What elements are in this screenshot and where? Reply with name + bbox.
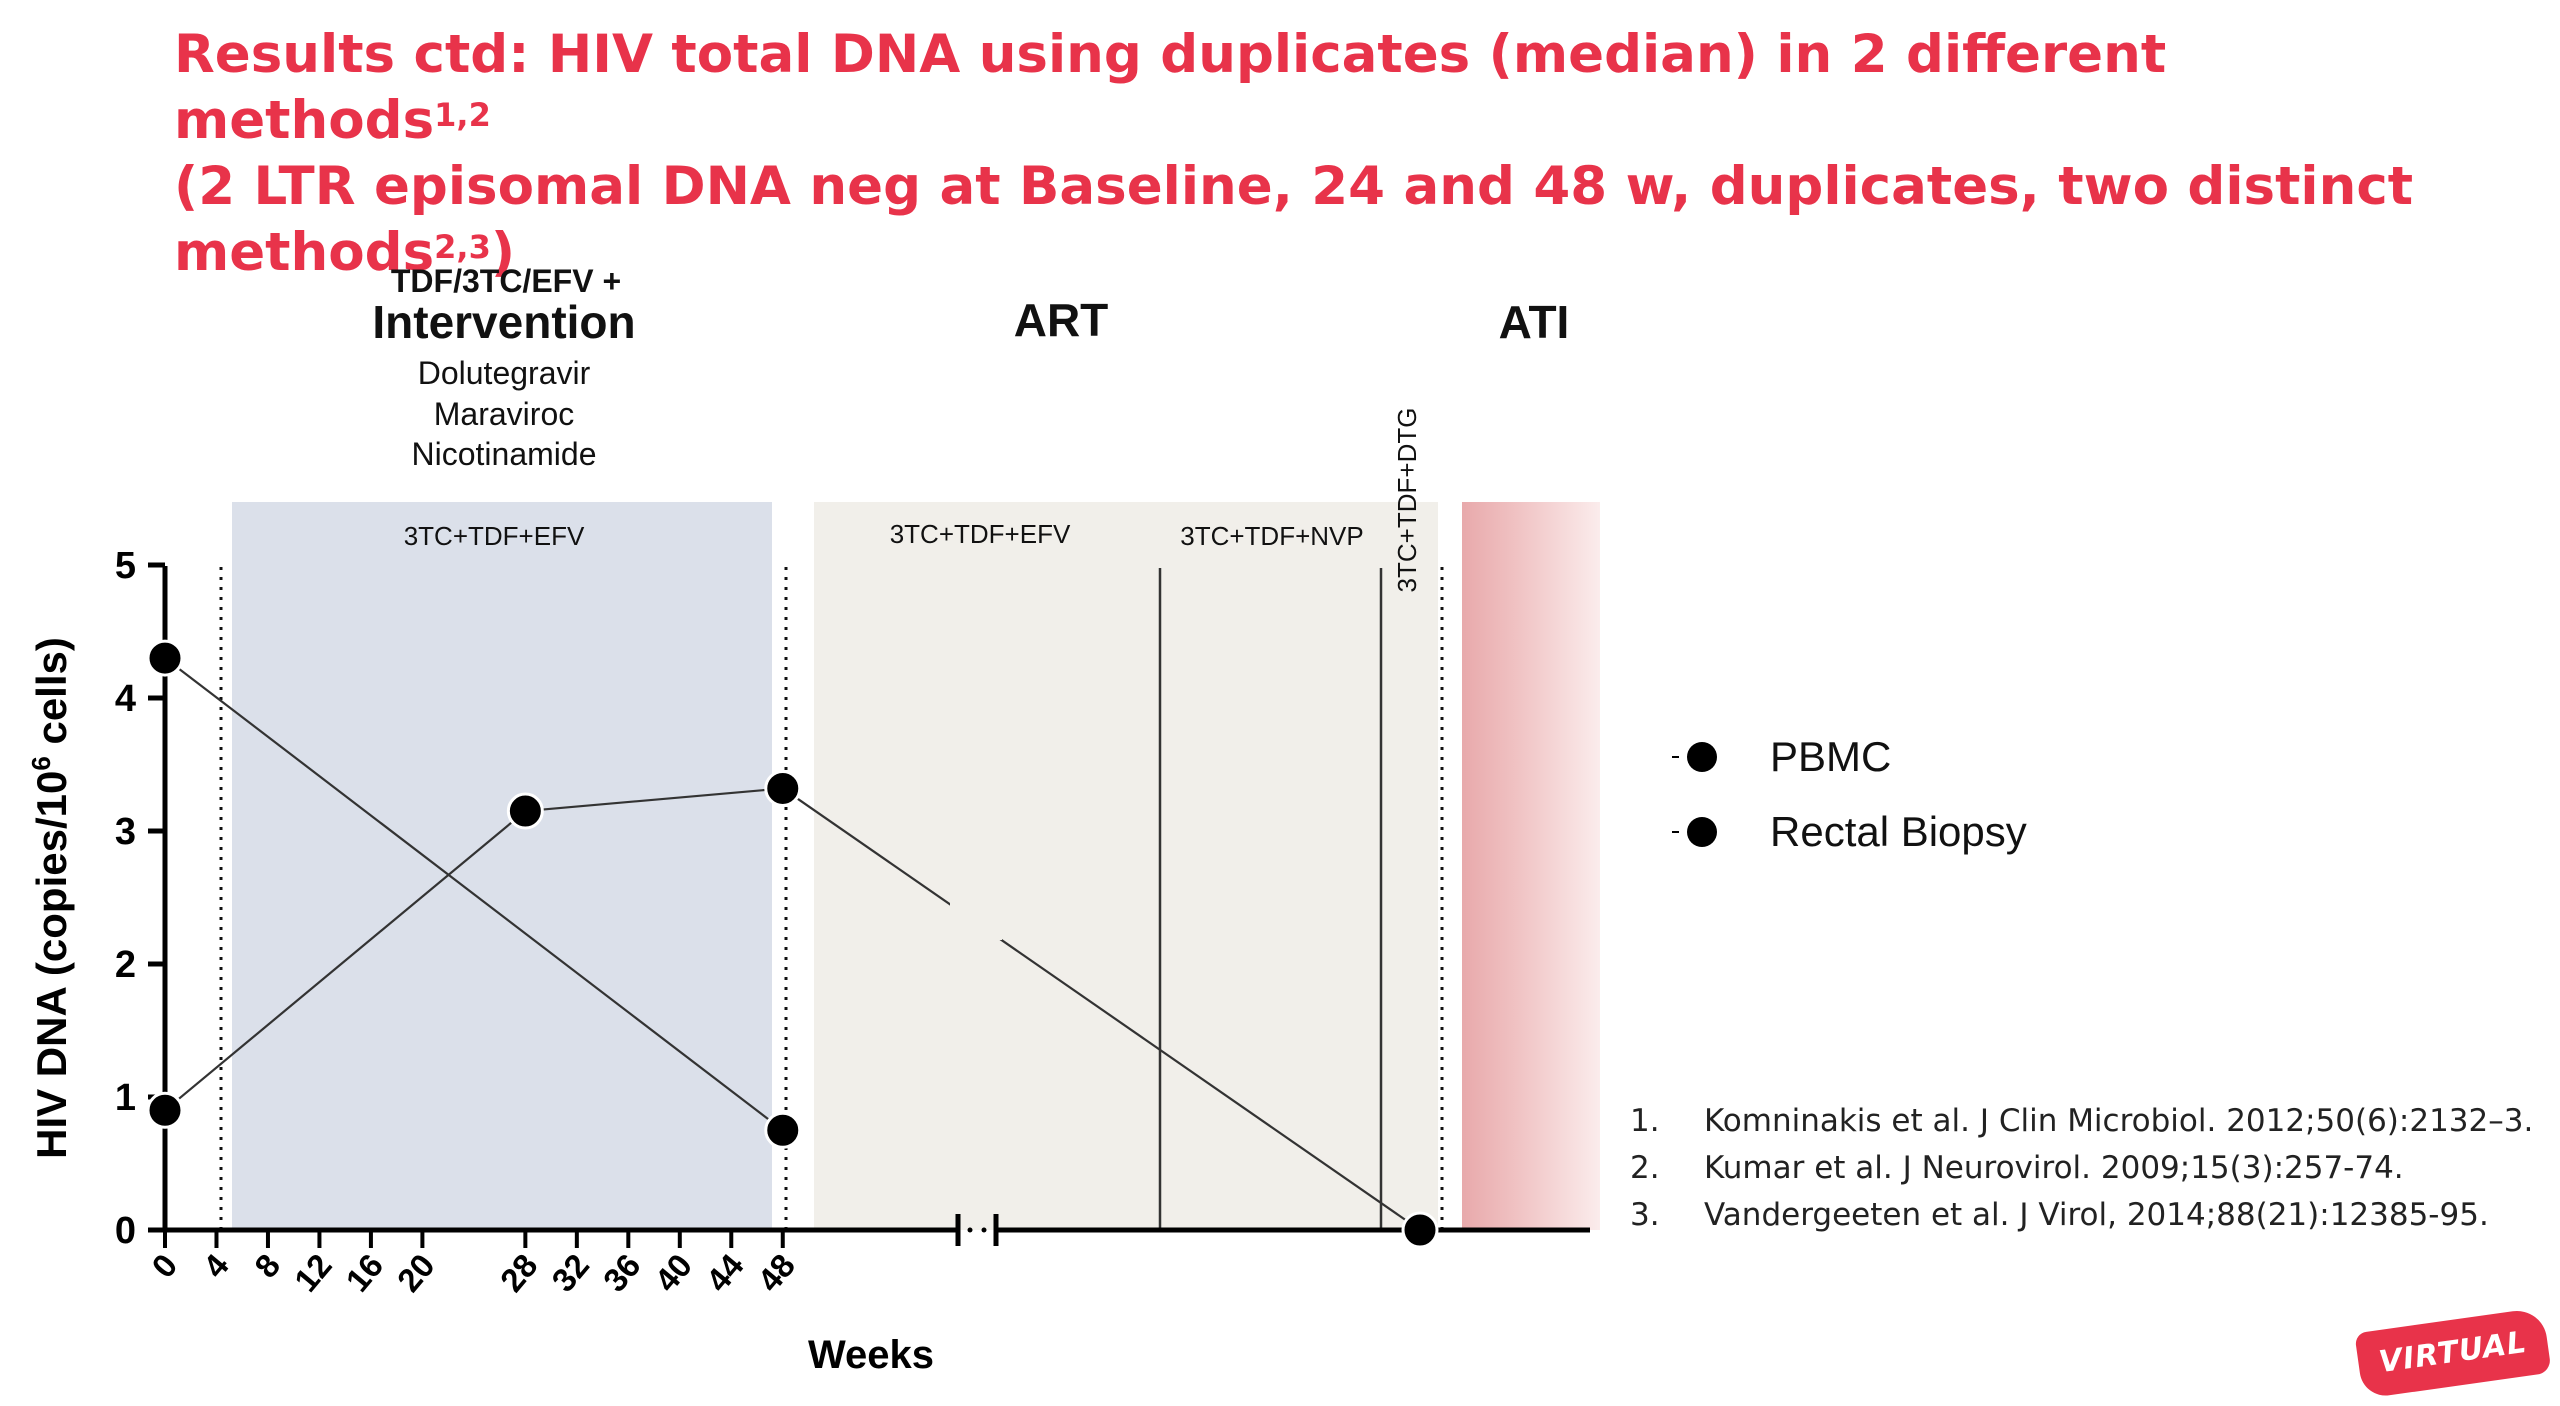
regimen-label-3: 3TC+TDF+NVP: [1180, 521, 1364, 551]
line-break-gap: [950, 880, 1002, 940]
x-tick-label: 28: [493, 1247, 545, 1299]
title-line-1: Results ctd: HIV total DNA using duplica…: [174, 24, 2167, 151]
legend-label-pbmc: PBMC: [1770, 733, 1891, 780]
data-point-rectal-biopsy: [764, 769, 802, 807]
art-label: ART: [1014, 294, 1109, 346]
series-line-rectal-biopsy: [525, 787, 783, 813]
x-tick-label: 0: [144, 1247, 184, 1285]
series-line-pbmc: [164, 657, 784, 1132]
x-tick-label: 12: [287, 1247, 339, 1299]
intervention-label: Intervention: [372, 296, 635, 348]
regimen-label-2: 3TC+TDF+EFV: [890, 519, 1071, 549]
title-line-3: methods2,3): [174, 222, 516, 283]
series-line-rectal-biopsy: [782, 787, 1421, 1231]
title-sup-3: 2,3: [434, 228, 491, 266]
legend-marker-pbmc: [1687, 742, 1717, 772]
x-axis-break: [955, 1214, 999, 1246]
legend: PBMC Rectal Biopsy: [1672, 733, 2027, 855]
ati-label: ATI: [1499, 296, 1570, 348]
x-tick-label: 20: [390, 1247, 442, 1299]
reference-item: 2. Kumar et al. J Neurovirol. 2009;15(3):…: [1630, 1150, 2404, 1186]
x-tick-label: 8: [247, 1247, 287, 1285]
x-tick-label: 48: [750, 1247, 802, 1299]
title-line-2: (2 LTR episomal DNA neg at Baseline, 24 …: [174, 156, 2414, 217]
y-tick-label: 2: [115, 944, 136, 986]
y-tick-label: 0: [115, 1210, 136, 1252]
y-tick-label: 5: [115, 545, 136, 587]
intervention-band: [232, 502, 772, 1230]
x-axis-title: Weeks: [808, 1333, 934, 1377]
x-tick-label: 16: [338, 1247, 390, 1299]
reference-item: 3. Vandergeeten et al. J Virol, 2014;88(2…: [1630, 1197, 2489, 1233]
x-tick-label: 4: [196, 1246, 237, 1284]
legend-item-rectal-biopsy: Rectal Biopsy: [1672, 808, 2027, 855]
x-tick-label: 36: [596, 1247, 648, 1299]
drug-maraviroc: Maraviroc: [434, 396, 574, 432]
data-point-pbmc: [146, 639, 184, 677]
x-tick-label: 44: [699, 1246, 751, 1298]
art-band: [814, 502, 1438, 1230]
slide-title: Results ctd: HIV total DNA using duplica…: [174, 22, 2474, 286]
series-line-rectal-biopsy: [164, 810, 527, 1112]
y-tick-label: 3: [115, 811, 136, 853]
legend-label-rectal-biopsy: Rectal Biopsy: [1770, 808, 2027, 855]
reference-item: 1. Komninakis et al. J Clin Microbiol. 20…: [1630, 1103, 2534, 1139]
x-tick-label: 40: [647, 1247, 699, 1299]
x-tick-label: 32: [544, 1247, 596, 1299]
data-point-rectal-biopsy: [146, 1091, 184, 1129]
intervention-pre-label: TDF/3TC/EFV +: [391, 263, 621, 299]
data-point-rectal-biopsy: [506, 792, 544, 830]
y-axis-title: HIV DNA (copies/106 cells): [26, 637, 75, 1159]
regimen-label-4: 3TC+TDF+DTG: [1392, 408, 1422, 593]
regimen-label-1: 3TC+TDF+EFV: [404, 521, 585, 551]
title-sup-1: 1,2: [434, 96, 491, 134]
drug-dolutegravir: Dolutegravir: [418, 355, 591, 391]
reference-list: 1. Komninakis et al. J Clin Microbiol. 20…: [1630, 1098, 2533, 1239]
y-tick-label: 4: [115, 678, 136, 720]
legend-item-pbmc: PBMC: [1672, 733, 1891, 780]
data-point-rectal-biopsy: [1401, 1211, 1439, 1249]
ati-band: [1462, 502, 1600, 1230]
data-point-pbmc: [764, 1111, 802, 1149]
drug-nicotinamide: Nicotinamide: [412, 436, 597, 472]
y-tick-label: 1: [115, 1077, 136, 1119]
legend-marker-rectal-biopsy: [1687, 817, 1717, 847]
